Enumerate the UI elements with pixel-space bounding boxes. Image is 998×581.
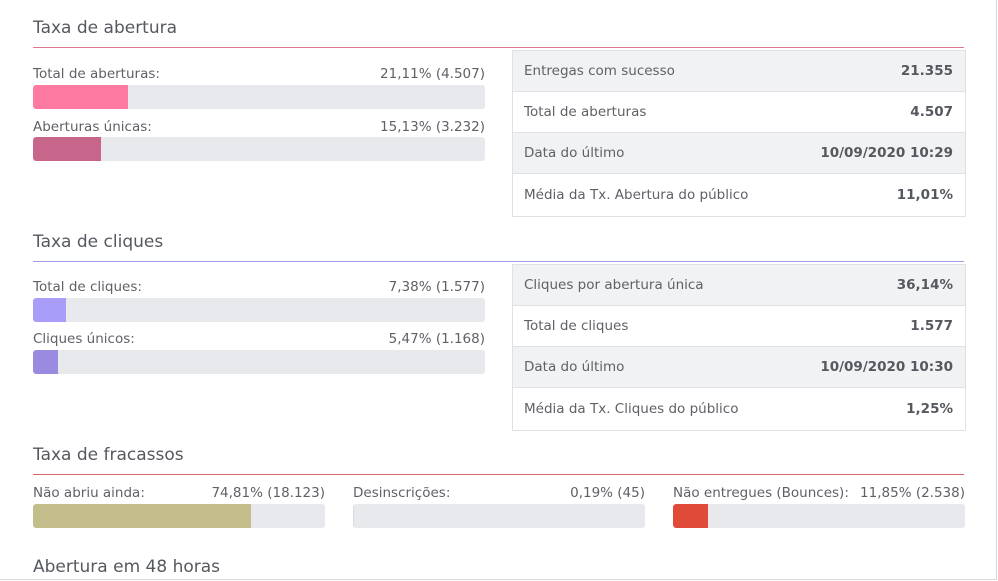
unique-opens-value: 15,13% (3.232): [380, 119, 485, 135]
open-rate-title: Taxa de abertura: [33, 18, 178, 38]
stat-value: 11,01%: [896, 187, 953, 203]
total-clicks-bar-fill: [33, 298, 67, 322]
table-row: Entregas com sucesso 21.355: [513, 51, 965, 92]
unsubscribes-value: 0,19% (45): [570, 485, 645, 501]
open-rate-divider: [33, 47, 964, 48]
unique-clicks-bar: [33, 350, 485, 374]
unsubscribes-bar: [353, 504, 645, 528]
total-clicks-value: 7,38% (1.577): [388, 279, 485, 295]
stat-value: 10/09/2020 10:29: [820, 145, 953, 161]
table-row: Cliques por abertura única 36,14%: [513, 265, 965, 306]
stat-label: Data do último: [524, 359, 625, 375]
table-row: Data do último 10/09/2020 10:30: [513, 347, 965, 388]
stat-value: 21.355: [900, 63, 953, 79]
unique-clicks-value: 5,47% (1.168): [388, 331, 485, 347]
stat-label: Média da Tx. Abertura do público: [524, 187, 749, 203]
stat-value: 36,14%: [896, 277, 953, 293]
click-rate-divider: [33, 261, 964, 262]
table-row: Data do último 10/09/2020 10:29: [513, 133, 965, 174]
unique-opens-bar-fill: [33, 137, 102, 161]
total-opens-bar: [33, 85, 485, 109]
stat-label: Cliques por abertura única: [524, 277, 704, 293]
bounces-bar: [673, 504, 965, 528]
unique-clicks-label: Cliques únicos:: [33, 331, 135, 347]
unsubscribes-label: Desinscrições:: [353, 485, 451, 501]
not-opened-value: 74,81% (18.123): [211, 485, 325, 501]
opens-48h-title: Abertura em 48 horas: [33, 557, 221, 577]
stat-value: 10/09/2020 10:30: [820, 359, 953, 375]
bounces-bar-fill: [673, 504, 708, 528]
unique-clicks-bar-fill: [33, 350, 58, 374]
failure-rate-title: Taxa de fracassos: [33, 445, 184, 465]
total-clicks-bar: [33, 298, 485, 322]
stat-value: 1.577: [910, 318, 953, 334]
table-row: Total de aberturas 4.507: [513, 92, 965, 133]
not-opened-bar: [33, 504, 325, 528]
unique-opens-label: Aberturas únicas:: [33, 119, 152, 135]
click-rate-stats-table: Cliques por abertura única 36,14% Total …: [512, 264, 966, 431]
total-clicks-label: Total de cliques:: [33, 279, 142, 295]
table-row: Média da Tx. Abertura do público 11,01%: [513, 174, 965, 216]
unique-opens-bar: [33, 137, 485, 161]
stat-label: Total de cliques: [524, 318, 629, 334]
table-row: Total de cliques 1.577: [513, 306, 965, 347]
stat-value: 1,25%: [906, 401, 953, 417]
unsubscribes-bar-fill: [353, 504, 354, 528]
table-row: Média da Tx. Cliques do público 1,25%: [513, 388, 965, 430]
open-rate-stats-table: Entregas com sucesso 21.355 Total de abe…: [512, 50, 966, 217]
not-opened-label: Não abriu ainda:: [33, 485, 145, 501]
total-opens-label: Total de aberturas:: [33, 66, 160, 82]
bounces-label: Não entregues (Bounces):: [673, 485, 849, 501]
failure-rate-divider: [33, 474, 964, 475]
click-rate-title: Taxa de cliques: [33, 232, 164, 252]
stat-label: Média da Tx. Cliques do público: [524, 401, 739, 417]
stat-label: Total de aberturas: [524, 104, 647, 120]
total-opens-bar-fill: [33, 85, 129, 109]
total-opens-value: 21,11% (4.507): [380, 66, 485, 82]
stat-label: Data do último: [524, 145, 625, 161]
not-opened-bar-fill: [33, 504, 252, 528]
bounces-value: 11,85% (2.538): [860, 485, 965, 501]
stat-label: Entregas com sucesso: [524, 63, 675, 79]
stat-value: 4.507: [910, 104, 953, 120]
